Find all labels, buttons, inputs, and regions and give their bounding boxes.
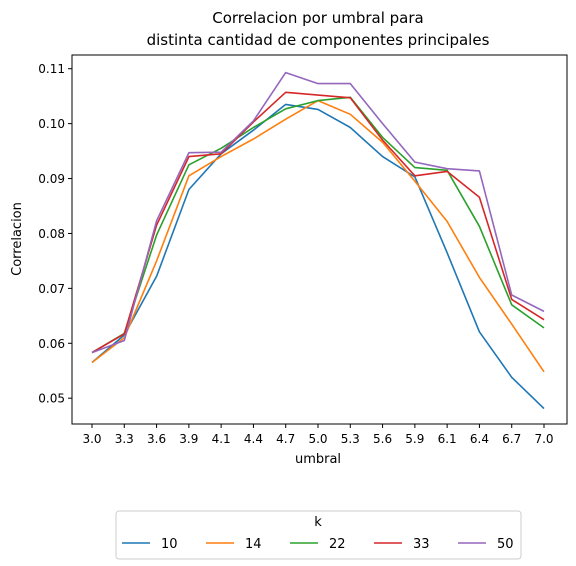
legend-title: k	[314, 515, 322, 530]
x-tick-label: 5.3	[341, 432, 360, 446]
series-line-k-10	[91, 103, 545, 410]
x-axis-label: umbral	[295, 452, 341, 467]
x-tick-label: 3.0	[82, 432, 101, 446]
x-tick-label: 6.4	[470, 432, 489, 446]
legend: k 10 14 22 33 50	[115, 510, 522, 560]
x-tick-label: 3.9	[179, 432, 198, 446]
x-tick-label: 7.0	[534, 432, 553, 446]
y-tick-label: 0.11	[38, 62, 65, 76]
x-tick-label: 3.3	[115, 432, 134, 446]
legend-label-k-33: 33	[413, 537, 430, 552]
y-tick-label: 0.06	[38, 337, 65, 351]
x-tick-label: 4.1	[212, 432, 231, 446]
axes-frame	[71, 54, 568, 425]
series-line-k-33	[91, 91, 545, 354]
y-tick-label: 0.09	[38, 172, 65, 186]
plot-area: 3.0 3.3 3.6 3.9 4.1 4.4 4.7 5.0 5.3 5.6 5.9 6.1 6.4 6…	[38, 54, 568, 446]
y-tick-label: 0.08	[38, 227, 65, 241]
x-tick-label: 4.4	[244, 432, 263, 446]
x-tick-label: 4.7	[276, 432, 295, 446]
legend-label-k-22: 22	[329, 537, 346, 552]
x-tick-label: 5.6	[373, 432, 392, 446]
y-axis-ticks: 0.05 0.06 0.07 0.08 0.09 0.10 0.11	[38, 62, 72, 406]
legend-label-k-14: 14	[245, 537, 262, 552]
y-tick-label: 0.10	[38, 117, 65, 131]
chart-title-line-1: Correlacion por umbral para	[212, 9, 424, 27]
y-axis-label: Correlacion	[10, 202, 25, 276]
legend-label-k-50: 50	[497, 537, 514, 552]
y-tick-label: 0.05	[38, 392, 65, 406]
series-layer	[91, 71, 545, 410]
legend-box	[115, 510, 522, 560]
x-tick-label: 5.0	[308, 432, 327, 446]
x-tick-label: 3.6	[147, 432, 166, 446]
x-axis-ticks: 3.0 3.3 3.6 3.9 4.1 4.4 4.7 5.0 5.3 5.6 5.9 6.1 6.4 6…	[82, 424, 554, 446]
legend-label-k-10: 10	[161, 537, 178, 552]
y-tick-label: 0.07	[38, 282, 65, 296]
series-line-k-50	[91, 71, 545, 354]
series-line-k-22	[91, 96, 545, 354]
x-tick-label: 6.1	[438, 432, 457, 446]
series-line-k-14	[91, 99, 545, 373]
x-tick-label: 6.7	[502, 432, 521, 446]
chart-title-line-2: distinta cantidad de componentes princip…	[147, 31, 490, 49]
x-tick-label: 5.9	[405, 432, 424, 446]
legend-items: 10 14 22 33 50	[122, 537, 514, 552]
